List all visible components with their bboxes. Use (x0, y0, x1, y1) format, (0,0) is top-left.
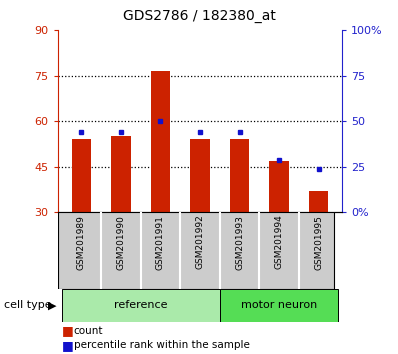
Text: count: count (74, 326, 103, 336)
Bar (220, 289, 338, 322)
Text: reference: reference (114, 300, 168, 310)
Bar (72, 139, 91, 212)
Text: GSM201995: GSM201995 (314, 215, 323, 269)
Text: motor neuron: motor neuron (241, 300, 317, 310)
Text: GSM201990: GSM201990 (117, 215, 125, 269)
Bar (111, 136, 131, 212)
Text: ▶: ▶ (47, 300, 56, 310)
Text: percentile rank within the sample: percentile rank within the sample (74, 340, 250, 350)
Text: GSM201991: GSM201991 (156, 215, 165, 269)
Bar (190, 139, 210, 212)
Bar (150, 71, 170, 212)
Text: cell type: cell type (4, 300, 52, 310)
Bar (230, 139, 250, 212)
Bar (309, 191, 328, 212)
Text: GSM201994: GSM201994 (275, 215, 283, 269)
Text: ■: ■ (62, 339, 74, 352)
Text: GSM201992: GSM201992 (195, 215, 205, 269)
Text: ■: ■ (62, 325, 74, 337)
Text: GDS2786 / 182380_at: GDS2786 / 182380_at (123, 9, 275, 23)
Bar (269, 161, 289, 212)
Text: GSM201989: GSM201989 (77, 215, 86, 269)
Text: GSM201993: GSM201993 (235, 215, 244, 269)
Bar (62, 289, 220, 322)
